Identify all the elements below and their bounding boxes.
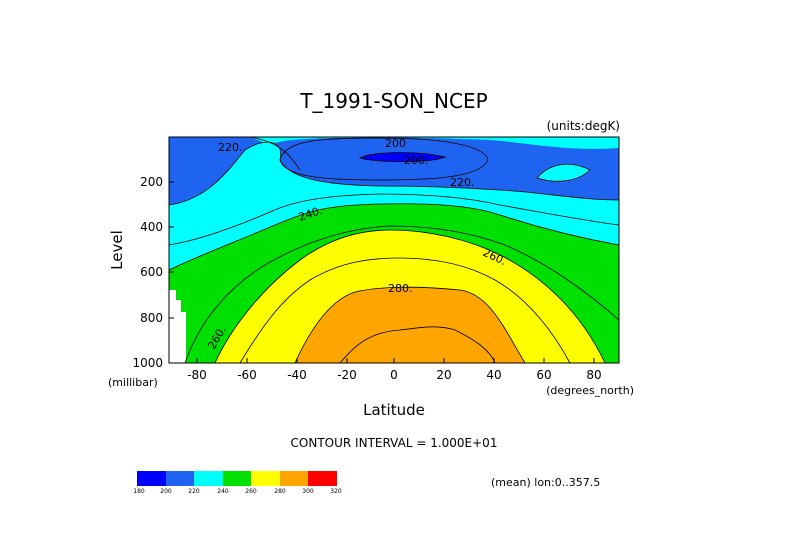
colorbar-tick-label: 260 bbox=[245, 488, 257, 495]
band-180-core bbox=[360, 152, 445, 162]
colorbar-tick-label: 220 bbox=[188, 488, 200, 495]
colorbar-tick-label: 300 bbox=[302, 488, 314, 495]
chart-title: T_1991-SON_NCEP bbox=[299, 89, 487, 113]
band-220-island bbox=[537, 164, 590, 182]
x-unit-label: (degrees_north) bbox=[546, 384, 634, 397]
plot-area: 200 200. 220. 220. 240. 260. 260. 280. bbox=[168, 136, 620, 364]
contour-lines bbox=[168, 136, 620, 364]
y-tick-label: 800 bbox=[140, 311, 163, 325]
units-label: (units:degK) bbox=[547, 119, 620, 133]
y-unit-label: (millibar) bbox=[108, 376, 158, 389]
x-tick-labels: -80 -60 -40 -20 0 20 40 60 80 bbox=[187, 368, 601, 382]
y-axis-title: Level bbox=[108, 230, 126, 270]
x-tick-label: -60 bbox=[237, 368, 257, 382]
contour-label: 220. bbox=[218, 141, 243, 154]
colorbar-swatch bbox=[251, 471, 280, 486]
colorbar-swatch bbox=[166, 471, 194, 486]
x-axis-title: Latitude bbox=[363, 401, 425, 419]
colorbar-tick-label: 320 bbox=[330, 488, 342, 495]
x-tick-label: 20 bbox=[436, 368, 451, 382]
colorbar-swatch bbox=[194, 471, 223, 486]
x-tick-label: 0 bbox=[390, 368, 398, 382]
y-tick-label: 400 bbox=[140, 220, 163, 234]
contour-label: 200 bbox=[385, 137, 406, 150]
y-tick-label: 1000 bbox=[132, 356, 163, 370]
x-tick-label: 40 bbox=[486, 368, 501, 382]
y-tick-labels: 200 400 600 800 1000 bbox=[132, 175, 163, 370]
contour-label: 280. bbox=[388, 282, 413, 295]
band-280-300 bbox=[295, 287, 525, 363]
colorbar-swatch bbox=[223, 471, 251, 486]
colorbar-tick-label: 240 bbox=[217, 488, 229, 495]
colorbar-tick-label: 180 bbox=[133, 488, 145, 495]
x-tick-label: -80 bbox=[187, 368, 207, 382]
no-data-area bbox=[169, 290, 186, 363]
colorbar-swatch bbox=[137, 471, 166, 486]
y-tick-label: 600 bbox=[140, 265, 163, 279]
contour-label: 220. bbox=[450, 176, 475, 189]
x-tick-label: 80 bbox=[586, 368, 601, 382]
x-tick-label: -40 bbox=[287, 368, 307, 382]
x-tick-label: -20 bbox=[337, 368, 357, 382]
y-tick-label: 200 bbox=[140, 175, 163, 189]
x-tick-label: 60 bbox=[536, 368, 551, 382]
contour-interval: CONTOUR INTERVAL = 1.000E+01 bbox=[291, 436, 498, 450]
colorbar-swatch bbox=[280, 471, 308, 486]
y-axis bbox=[169, 181, 174, 364]
band-220-top bbox=[250, 137, 619, 149]
x-axis bbox=[196, 358, 595, 363]
colorbar-swatch bbox=[308, 471, 337, 486]
mean-note: (mean) lon:0..357.5 bbox=[491, 476, 600, 489]
colorbar-tick-label: 280 bbox=[274, 488, 286, 495]
contour-label: 200. bbox=[404, 154, 429, 167]
colorbar-tick-label: 200 bbox=[160, 488, 172, 495]
colorbar: 180 200 220 240 260 280 300 320 bbox=[133, 471, 342, 495]
